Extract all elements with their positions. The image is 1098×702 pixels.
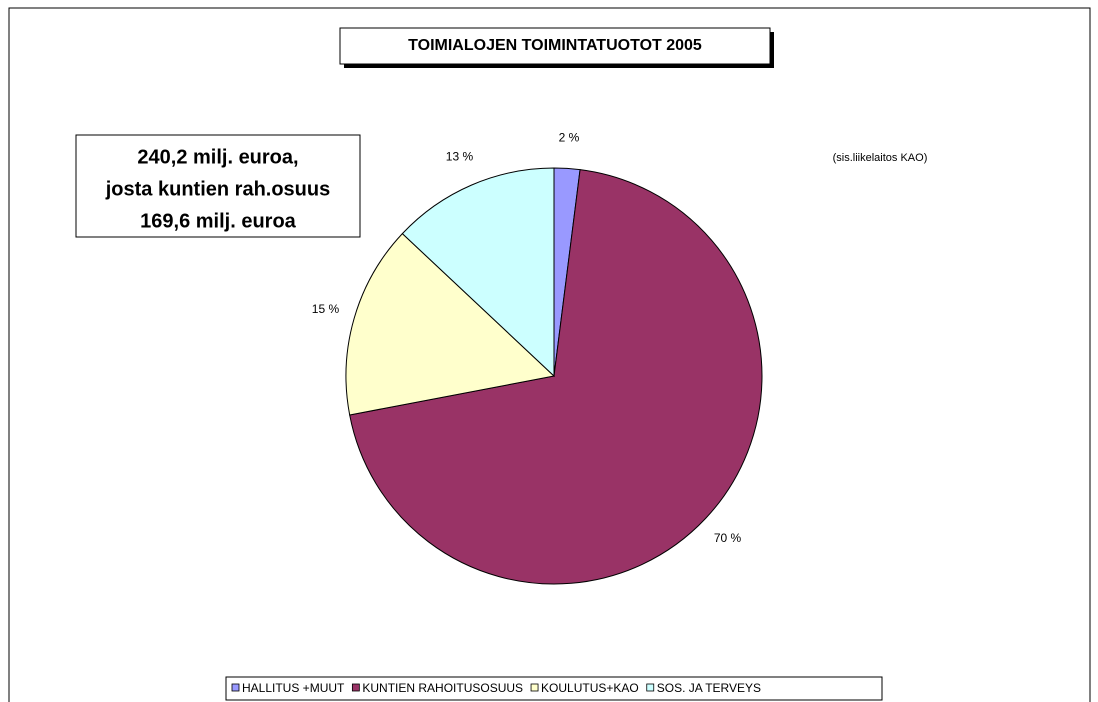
legend-label: KOULUTUS+KAO <box>541 681 639 695</box>
annotation: 240,2 milj. euroa, <box>137 146 298 168</box>
pie-slice <box>401 167 555 378</box>
legend-box <box>225 676 883 701</box>
pie-slice <box>345 232 556 416</box>
title-box <box>339 27 771 65</box>
legend-label: HALLITUS +MUUT <box>242 681 345 695</box>
pie-slice <box>349 169 763 585</box>
annotation-box <box>75 134 361 238</box>
legend-swatch <box>351 683 360 692</box>
data-label: 13 % <box>446 150 474 164</box>
data-label: 2 % <box>559 131 580 145</box>
annotation: (sis.liikelaitos KAO) <box>833 152 928 164</box>
chart-title: TOIMIALOJEN TOIMINTATUOTOT 2005 <box>408 37 702 54</box>
data-label: 15 % <box>312 302 340 316</box>
legend-label: SOS. JA TERVEYS <box>657 681 761 695</box>
annotation: 169,6 milj. euroa <box>140 210 297 232</box>
data-label: 70 % <box>714 531 742 545</box>
legend-swatch <box>646 683 655 692</box>
legend-label: KUNTIEN RAHOITUSOSUUS <box>362 681 523 695</box>
legend-swatch <box>530 683 539 692</box>
annotation: josta kuntien rah.osuus <box>105 178 330 200</box>
legend-swatch <box>231 683 240 692</box>
